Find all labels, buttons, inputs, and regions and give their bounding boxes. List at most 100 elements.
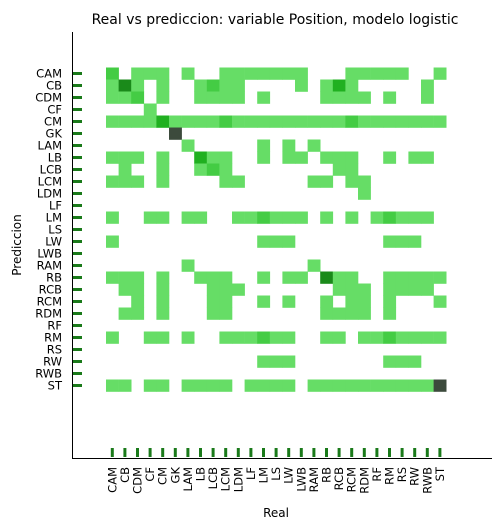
heatmap-cell [131, 295, 145, 308]
heatmap-cell [332, 379, 346, 392]
y-tick-label: RCB [39, 283, 62, 297]
y-tick-label: ST [48, 379, 63, 393]
y-tick-label: LDM [37, 187, 62, 201]
heatmap-cell [282, 139, 296, 152]
heatmap-cell [383, 235, 397, 248]
heatmap-cell [345, 211, 359, 224]
heatmap-cell [118, 151, 132, 164]
heatmap-cell [370, 67, 384, 80]
x-tick-label: LDM [231, 467, 245, 492]
heatmap-cell [131, 175, 145, 188]
heatmap-cell [295, 67, 308, 80]
heatmap-cell [395, 355, 409, 368]
heatmap-cell [358, 67, 371, 80]
heatmap-cell [358, 331, 371, 344]
x-tick-label: CDM [131, 467, 145, 494]
heatmap-cell [232, 331, 245, 344]
heatmap-cell [358, 295, 371, 308]
heatmap-cell [206, 307, 220, 320]
heatmap-cell [156, 379, 170, 392]
heatmap-cell [320, 175, 334, 188]
y-tick-label: LM [46, 211, 62, 225]
heatmap-cell [257, 379, 271, 392]
heatmap-cell [206, 163, 220, 176]
x-tick-label: LCM [219, 467, 233, 491]
heatmap-cell [219, 79, 233, 92]
y-tick-label: CB [46, 79, 62, 93]
heatmap-cell [194, 271, 208, 284]
heatmap-cell [206, 283, 220, 296]
x-tick-label: RB [320, 467, 334, 483]
x-tick-label: RCB [332, 467, 346, 490]
heatmap-cell [219, 331, 233, 344]
heatmap-cell [282, 235, 296, 248]
heatmap-cell [181, 331, 195, 344]
y-tick-label: RDM [35, 307, 62, 321]
heatmap-cell [383, 283, 397, 296]
heatmap-cell [106, 91, 119, 104]
heatmap-cell [118, 175, 132, 188]
x-tick-label: CF [143, 467, 157, 482]
heatmap-cell [181, 379, 195, 392]
heatmap-cell [181, 115, 195, 128]
heatmap-cell [194, 211, 208, 224]
heatmap-cell [244, 115, 258, 128]
heatmap-cell [383, 91, 397, 104]
heatmap-cell [219, 283, 233, 296]
heatmap-cell [106, 67, 119, 80]
heatmap-cell [320, 211, 334, 224]
y-tick-label: CAM [36, 67, 62, 81]
heatmap-cell [395, 115, 409, 128]
heatmap-cell [421, 211, 434, 224]
x-tick-label: RCM [345, 467, 359, 492]
heatmap-cell [433, 115, 447, 128]
heatmap-cell [118, 115, 132, 128]
heatmap-cell [408, 283, 422, 296]
heatmap-cell [232, 91, 245, 104]
heatmap-cell [332, 283, 346, 296]
heatmap-cell [156, 151, 170, 164]
heatmap-cell [358, 175, 371, 188]
heatmap-cell [232, 283, 245, 296]
heatmap-cell [194, 163, 208, 176]
heatmap-cell [219, 175, 233, 188]
heatmap-cell [257, 91, 271, 104]
heatmap-cell [421, 283, 434, 296]
heatmap-cell [433, 67, 447, 80]
heatmap-cell [156, 67, 170, 80]
heatmap-cell [282, 211, 296, 224]
heatmap-cell [257, 211, 271, 224]
y-tick-label: LAM [38, 139, 62, 153]
heatmap-cell [332, 151, 346, 164]
heatmap-cell [295, 79, 308, 92]
heatmap-cell [156, 283, 170, 296]
heatmap-cell [156, 163, 170, 176]
y-tick-label: LWB [37, 247, 62, 261]
y-tick-label: RAM [37, 259, 62, 273]
heatmap-cell [206, 115, 220, 128]
heatmap-cell [345, 115, 359, 128]
heatmap-cell [106, 235, 119, 248]
heatmap-cell [118, 79, 132, 92]
y-axis-ticks: CAMCBCDMCFCMGKLAMLBLCBLCMLDMLFLMLSLWLWBR… [35, 67, 82, 393]
heatmap-cell [295, 211, 308, 224]
heatmap-cell [181, 211, 195, 224]
heatmap-cell [206, 271, 220, 284]
heatmap-cell [358, 379, 371, 392]
x-tick-label: RF [370, 467, 384, 482]
heatmap-cell [320, 331, 334, 344]
heatmap-cell [433, 271, 447, 284]
heatmap-cell [408, 151, 422, 164]
x-tick-label: RAM [307, 467, 321, 492]
y-tick-label: LF [49, 199, 62, 213]
heatmap-cell [131, 91, 145, 104]
heatmap-cell [295, 151, 308, 164]
y-tick-label: LB [48, 151, 62, 165]
heatmap-cell [244, 67, 258, 80]
heatmap-cell [383, 67, 397, 80]
y-tick-label: RS [47, 343, 62, 357]
y-tick-label: GK [46, 127, 63, 141]
x-tick-label: RWB [420, 467, 434, 494]
heatmap-cell [269, 379, 283, 392]
x-tick-label: CAM [105, 467, 119, 493]
